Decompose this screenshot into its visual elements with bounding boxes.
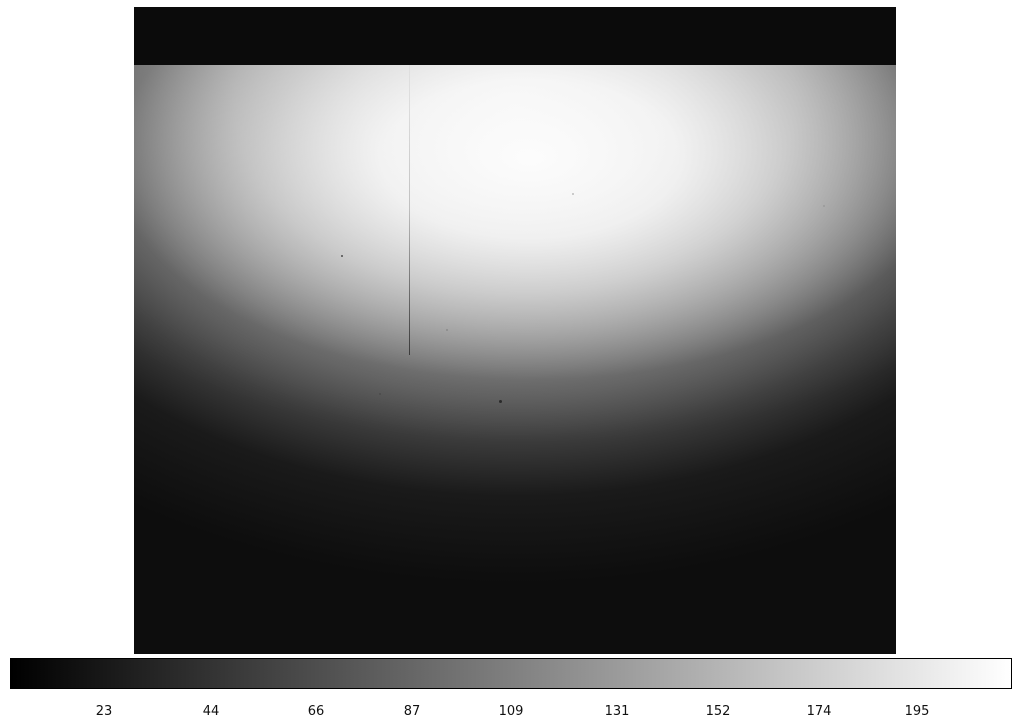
colorbar-tick-label: 44	[202, 704, 220, 719]
dust-speck	[572, 193, 574, 195]
dust-speck	[499, 400, 502, 403]
colorbar-tick-label: 152	[705, 704, 731, 719]
dust-speck	[823, 205, 825, 207]
dust-speck	[341, 255, 343, 257]
colorbar	[10, 658, 1012, 689]
colorbar-tick-labels: 23 44 66 87 109 131 152 174 195	[0, 704, 1013, 722]
dust-speck	[379, 393, 381, 395]
vertical-streak	[409, 65, 410, 355]
illuminated-region	[134, 65, 896, 654]
colorbar-tick-label: 66	[307, 704, 325, 719]
colorbar-tick-label: 195	[904, 704, 930, 719]
colorbar-tick-label: 109	[498, 704, 524, 719]
colorbar-tick-label: 23	[95, 704, 113, 719]
colorbar-tick-label: 87	[403, 704, 421, 719]
dust-speck	[446, 329, 448, 331]
colorbar-tick-label: 131	[604, 704, 630, 719]
grayscale-image	[134, 7, 896, 654]
colorbar-tick-label: 174	[806, 704, 832, 719]
